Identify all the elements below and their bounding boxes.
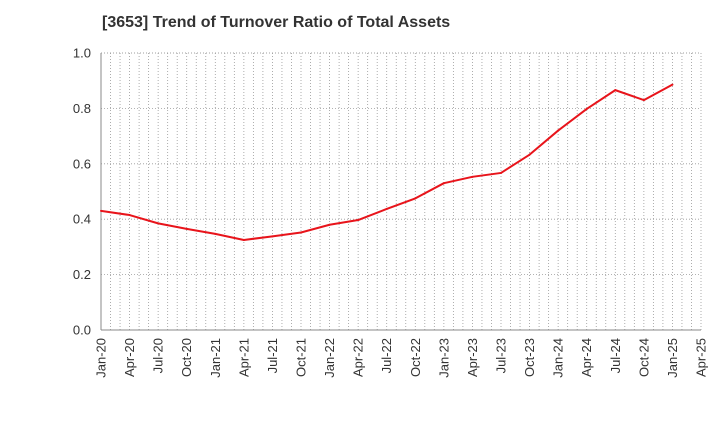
x-tick-label: Jul-21	[265, 338, 280, 373]
x-tick-label: Jan-24	[551, 338, 566, 378]
chart-title: [3653] Trend of Turnover Ratio of Total …	[102, 14, 451, 31]
x-tick-label: Oct-24	[636, 338, 651, 377]
y-tick-label: 0.0	[73, 323, 91, 338]
x-tick-label: Apr-25	[694, 338, 709, 377]
data-point	[671, 83, 674, 86]
x-tick-label: Apr-24	[579, 338, 594, 377]
plot-area	[101, 53, 701, 330]
y-tick-label: 0.2	[73, 267, 91, 282]
x-tick-label: Jan-20	[94, 338, 109, 378]
x-tick-label: Apr-20	[122, 338, 137, 377]
x-tick-label: Jul-23	[494, 338, 509, 373]
data-point	[128, 214, 131, 217]
data-point	[585, 107, 588, 110]
x-tick-label: Apr-22	[351, 338, 366, 377]
data-point	[300, 231, 302, 234]
data-point	[642, 99, 645, 102]
data-point	[271, 235, 274, 238]
data-point	[385, 207, 388, 210]
y-tick-label: 0.6	[73, 156, 91, 171]
x-tick-label: Jan-22	[322, 338, 337, 378]
x-tick-label: Jul-20	[151, 338, 166, 373]
x-tick-label: Oct-21	[294, 338, 309, 377]
y-tick-label: 0.8	[73, 101, 91, 116]
x-tick-label: Oct-20	[179, 338, 194, 377]
data-point	[414, 197, 417, 200]
y-tick-label: 0.4	[73, 212, 91, 227]
data-point	[471, 175, 474, 178]
data-point	[357, 219, 360, 222]
data-point	[442, 182, 445, 185]
data-point	[500, 171, 502, 174]
x-tick-label: Apr-23	[465, 338, 480, 377]
x-tick-label: Jul-22	[379, 338, 394, 373]
data-point	[185, 227, 188, 230]
data-point	[557, 129, 560, 132]
x-tick-label: Jan-21	[208, 338, 223, 378]
x-tick-label: Apr-21	[236, 338, 251, 377]
data-point	[214, 232, 217, 235]
x-tick-label: Jan-25	[665, 338, 680, 378]
x-tick-label: Jul-24	[608, 338, 623, 373]
data-point	[157, 222, 160, 225]
x-tick-label: Oct-22	[408, 338, 423, 377]
x-tick-label: Jan-23	[436, 338, 451, 378]
data-point	[100, 209, 102, 212]
data-point	[242, 238, 245, 241]
data-point	[328, 223, 331, 226]
x-tick-label: Oct-23	[522, 338, 537, 377]
data-point	[614, 89, 617, 92]
data-point	[528, 153, 531, 156]
y-tick-label: 1.0	[73, 46, 91, 61]
